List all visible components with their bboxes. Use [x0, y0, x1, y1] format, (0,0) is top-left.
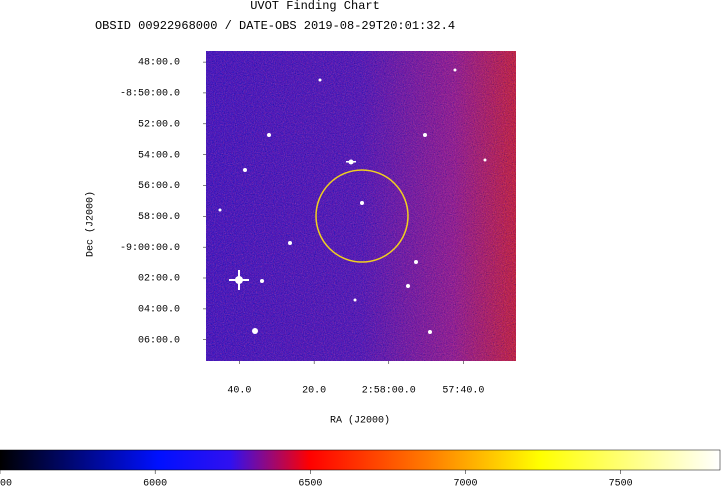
y-tick-label: 02:00.0 — [138, 274, 180, 285]
y-tick-label: -8:50:00.0 — [120, 89, 180, 100]
sky-image — [206, 51, 516, 361]
y-tick-label: 06:00.0 — [138, 335, 180, 346]
y-tick-label: 58:00.0 — [138, 212, 180, 223]
x-tick-label: 2:58:00.0 — [362, 386, 416, 397]
x-tick-label: 40.0 — [227, 386, 251, 397]
y-tick-label: -9:00:00.0 — [120, 243, 180, 254]
colorbar-tick-label: 7500 — [609, 479, 633, 489]
colorbar-tick-label: 6500 — [298, 479, 322, 489]
colorbar-tick-label: 6000 — [143, 479, 167, 489]
chart-subtitle: OBSID 00922968000 / DATE-OBS 2019-08-29T… — [95, 19, 455, 33]
x-axis-label: RA (J2000) — [330, 415, 390, 427]
y-tick-label: 54:00.0 — [138, 150, 180, 161]
colorbar-tick-label: 7000 — [454, 479, 478, 489]
x-tick-label: 57:40.0 — [442, 386, 484, 397]
colorbar — [0, 449, 721, 471]
y-axis-label: Dec (J2000) — [85, 191, 97, 257]
y-tick-label: 04:00.0 — [138, 305, 180, 316]
stars — [218, 68, 487, 334]
y-tick-label: 48:00.0 — [138, 58, 180, 69]
colorbar-tick-label: 5500 — [0, 479, 12, 489]
x-tick-label: 20.0 — [302, 386, 326, 397]
y-tick-label: 52:00.0 — [138, 119, 180, 130]
image-noise — [206, 51, 516, 361]
chart-title: UVOT Finding Chart — [250, 0, 380, 13]
y-tick-label: 56:00.0 — [138, 181, 180, 192]
source-circle — [315, 169, 409, 263]
